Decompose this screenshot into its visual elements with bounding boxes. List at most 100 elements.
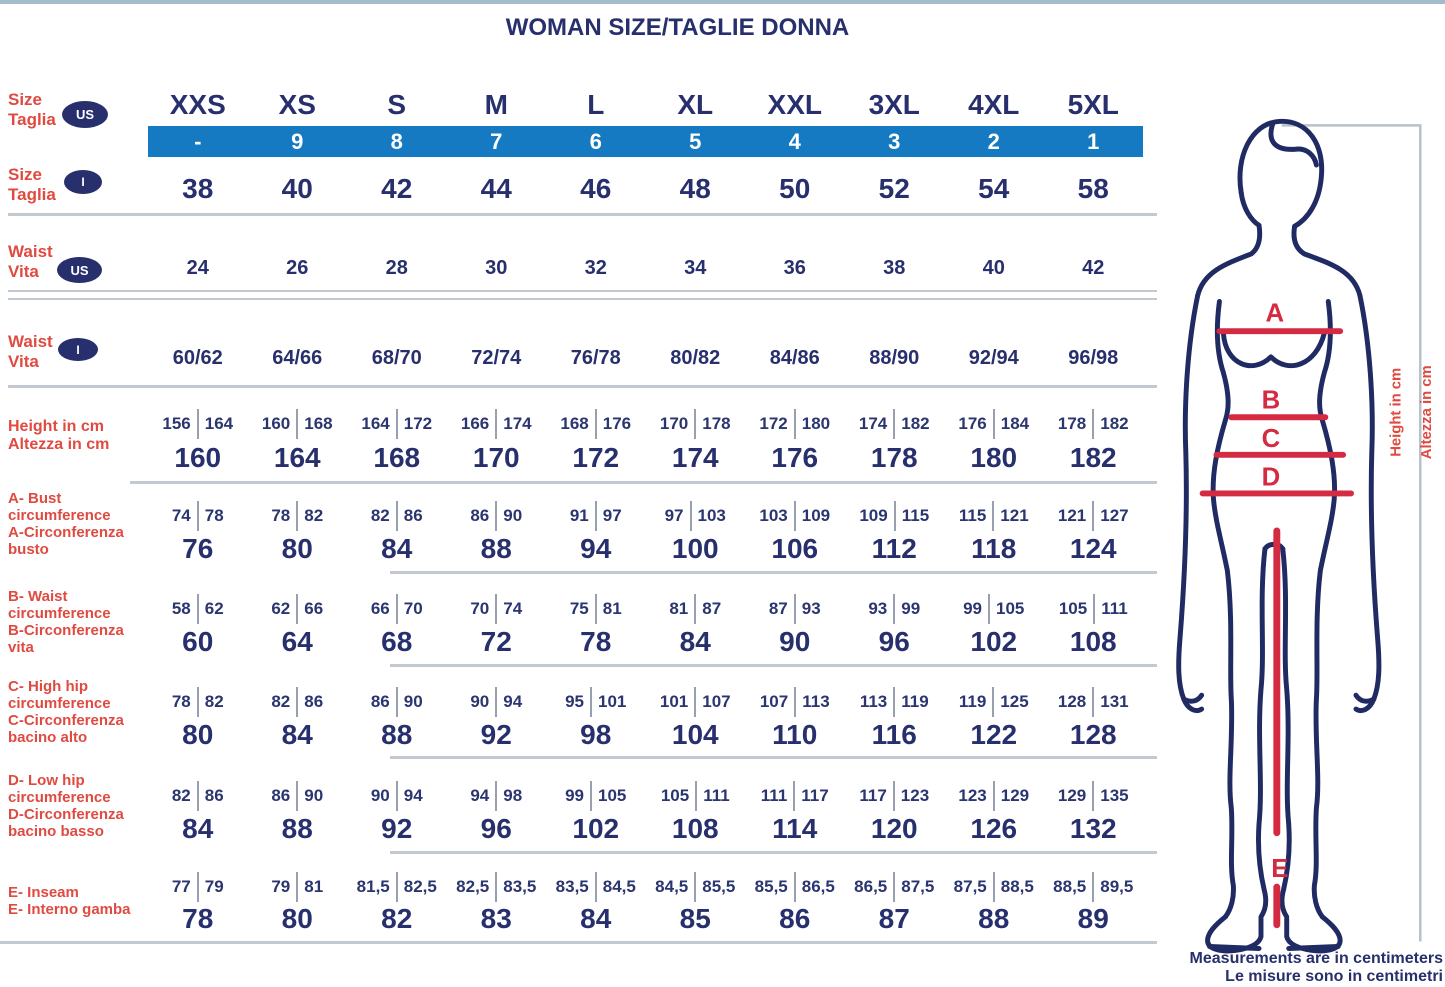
pair-min: 88,5 (1053, 877, 1087, 896)
pair-divider (590, 687, 593, 717)
size-conversion-cell: 4 (788, 128, 801, 154)
pair-min: 87,5 (953, 877, 987, 896)
height-cell: 176 (771, 442, 819, 473)
row-size-us: XXS XS S M L XL XXL 3XL 4XL 5XL (148, 88, 1143, 122)
waist-us-cell: 34 (684, 256, 707, 279)
row-high-hip-values: 80 84 88 92 98 104 110 116 122 128 (148, 717, 1143, 753)
pair-min: 84,5 (655, 877, 689, 896)
pair-max: 94 (403, 786, 423, 805)
separator (390, 571, 1157, 574)
label-line: Taglia (8, 185, 56, 204)
pair-min: 176 (958, 414, 987, 433)
waist-us-cell: 26 (286, 256, 309, 279)
separator (390, 756, 1157, 759)
pair-max: 117 (801, 786, 829, 805)
pair-max: 86 (204, 786, 224, 805)
measure-pair-cell: 82 86 (248, 686, 348, 718)
pair-divider (395, 872, 398, 902)
measure-pair-cell: 86,5 87,5 (845, 871, 945, 903)
woman-figure-diagram: Height in cm Altezza in cm (1168, 103, 1445, 959)
pair-min: 160 (261, 414, 291, 433)
pair-max: 81 (602, 599, 622, 618)
waist-b-cell: 68 (381, 626, 413, 657)
separator (8, 298, 1157, 300)
label-line: bacino basso (8, 823, 104, 840)
row-size-conversion: - 9 8 7 6 5 4 3 2 1 (148, 126, 1143, 157)
measure-pair-cell: 78 82 (248, 500, 348, 532)
pair-divider (296, 781, 299, 811)
waist-it-cell: 84/86 (769, 346, 820, 369)
measure-pair-cell: 93 99 (845, 593, 945, 625)
pair-max: 111 (1101, 599, 1128, 618)
pair-max: 86 (403, 506, 423, 525)
label-line: B-Circonferenza (8, 622, 124, 639)
waist-it-cell: 64/66 (272, 346, 323, 369)
pair-divider (594, 409, 597, 439)
pair-min: 86 (271, 786, 291, 805)
pair-min: 164 (361, 414, 390, 433)
pair-divider (992, 781, 995, 811)
pair-divider (296, 409, 299, 439)
pair-max: 123 (900, 786, 930, 805)
pair-min: 119 (958, 692, 987, 711)
inseam-cell: 80 (281, 903, 313, 934)
label-line: C- High hip (8, 678, 88, 695)
pair-min: 109 (859, 506, 888, 525)
label-size-us: Size Taglia (8, 90, 150, 130)
pair-divider (893, 687, 896, 717)
bust-cell: 76 (182, 533, 214, 564)
size-conversion-cell: 1 (1087, 128, 1100, 154)
label-line: D-Circonferenza (8, 806, 124, 823)
measure-pair-cell: 58 62 (148, 593, 248, 625)
label-line: Taglia (8, 110, 56, 129)
separator (390, 851, 1157, 854)
pair-max: 94 (503, 692, 523, 711)
pair-min: 75 (569, 599, 589, 618)
measure-pair-cell: 82 86 (347, 500, 447, 532)
label-line: busto (8, 541, 49, 558)
pair-min: 86 (370, 692, 390, 711)
label-line: bacino alto (8, 729, 88, 746)
height-bracket-line (1281, 124, 1422, 942)
size-us-cell: XS (278, 89, 316, 120)
measure-pair-cell: 86 90 (447, 500, 547, 532)
pair-min: 83,5 (555, 877, 589, 896)
measure-pair-cell: 103 109 (745, 500, 845, 532)
size-us-cell: XL (677, 89, 714, 120)
pair-divider (1093, 594, 1096, 624)
pair-min: 77 (171, 877, 191, 896)
height-cell: 180 (970, 442, 1018, 473)
pair-divider (892, 781, 895, 811)
size-us-cell: XXS (169, 89, 226, 120)
pair-max: 129 (1000, 786, 1030, 805)
label-waist-us: Waist Vita (8, 242, 150, 282)
row-high-hip-pairs: 78 82 82 86 86 90 90 94 95 101 101 107 1… (148, 686, 1143, 718)
waist-b-cell: 96 (878, 626, 910, 657)
waist-it-cell: 92/94 (968, 346, 1019, 369)
inseam-cell: 78 (182, 903, 214, 934)
pair-min: 81 (669, 599, 689, 618)
label-line: Vita (8, 262, 39, 281)
measure-pair-cell: 123 129 (944, 780, 1044, 812)
label-line: A-Circonferenza (8, 524, 124, 541)
size-it-cell: 48 (679, 173, 711, 204)
pair-min: 81,5 (356, 877, 390, 896)
waist-us-cell: 32 (584, 256, 607, 279)
measure-pair-cell: 105 111 (1044, 593, 1144, 625)
pair-divider (695, 781, 698, 811)
pair-divider (689, 501, 692, 531)
pair-min: 70 (470, 599, 490, 618)
measure-pair-cell: 81 87 (646, 593, 746, 625)
label-line: circumference (8, 507, 111, 524)
pair-min: 87 (768, 599, 788, 618)
pair-divider (395, 409, 398, 439)
separator (0, 941, 1157, 944)
height-axis-label-en: Height in cm (1388, 368, 1404, 457)
pair-max: 85,5 (702, 877, 736, 896)
measure-pair-cell: 78 82 (148, 686, 248, 718)
pair-min: 178 (1057, 414, 1087, 433)
pair-max: 70 (403, 599, 423, 618)
pair-min: 123 (958, 786, 987, 805)
waist-b-cell: 84 (679, 626, 711, 657)
measure-pair-cell: 109 115 (845, 500, 945, 532)
